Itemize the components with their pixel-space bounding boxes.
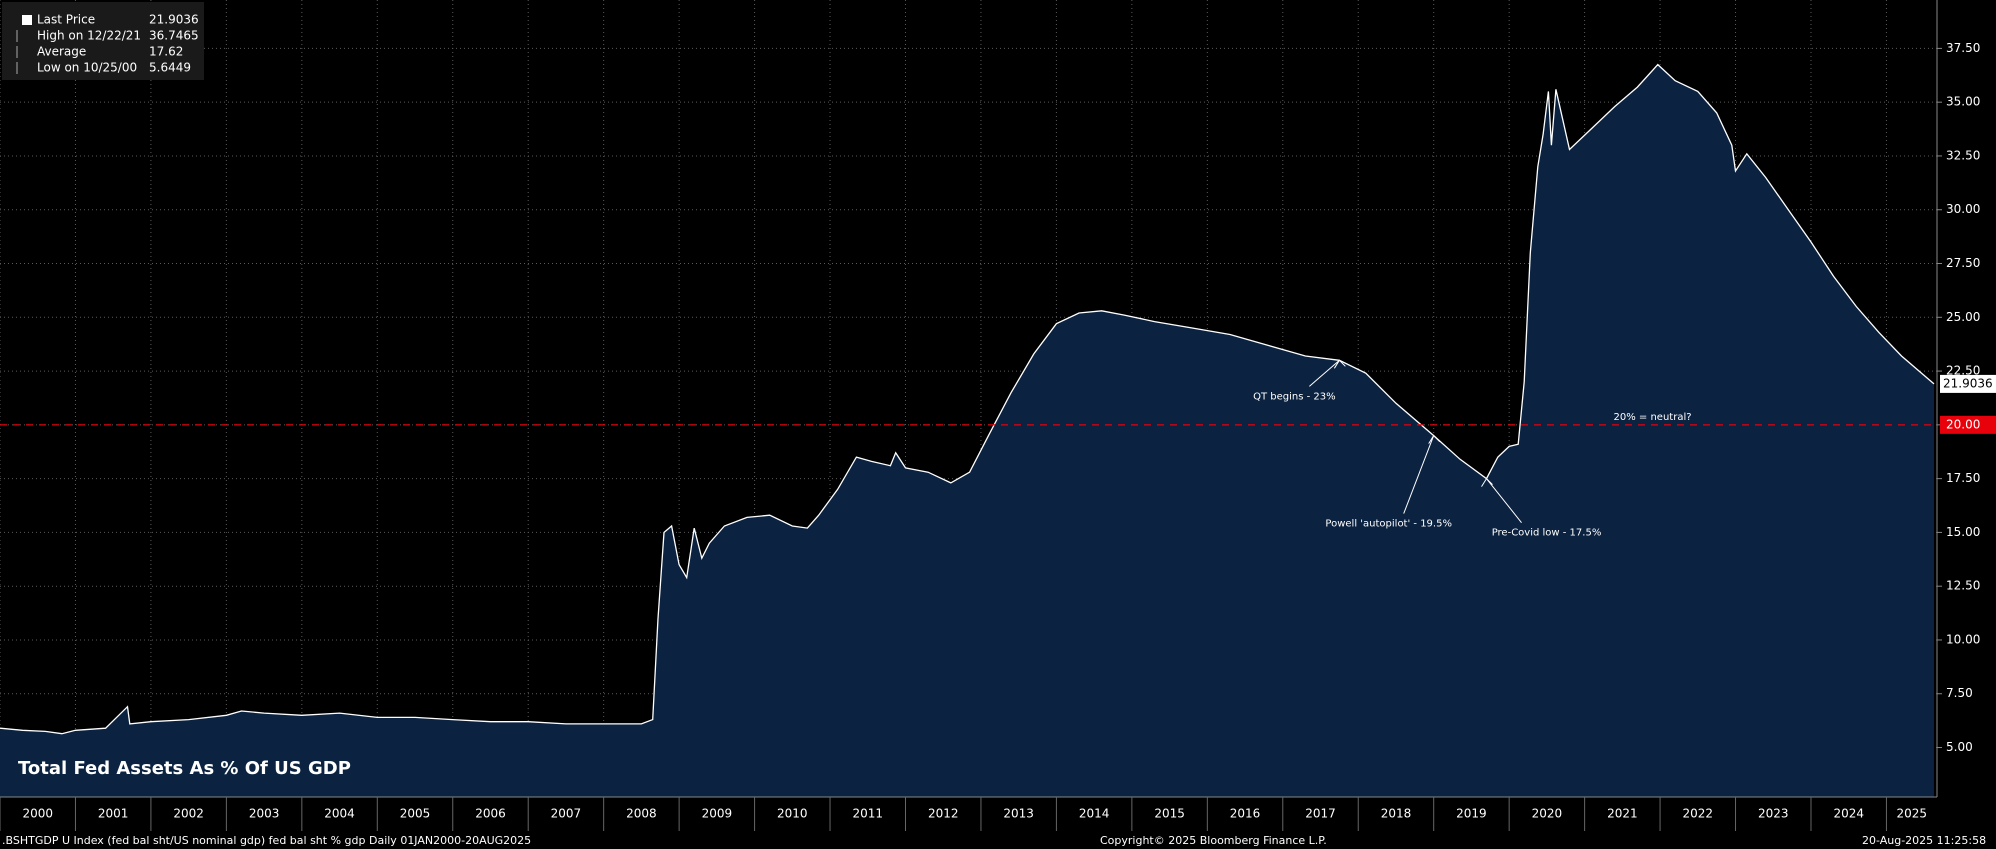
last-price-box bbox=[1940, 374, 1996, 393]
y-tick-label: 17.50 bbox=[1946, 471, 1980, 485]
x-tick-label: 2021 bbox=[1607, 807, 1638, 821]
legend-label: Last Price bbox=[37, 13, 95, 27]
legend-value: 5.6449 bbox=[149, 61, 191, 75]
x-tick-label: 2023 bbox=[1758, 807, 1789, 821]
x-tick-label: 2000 bbox=[22, 807, 53, 821]
legend-value: 17.62 bbox=[149, 45, 183, 59]
y-tick-label: 30.00 bbox=[1946, 202, 1980, 216]
x-tick-label: 2015 bbox=[1154, 807, 1185, 821]
legend-label: Low on 10/25/00 bbox=[37, 61, 137, 75]
line bbox=[0, 63, 1935, 735]
last-price-label: 21.9036 bbox=[1943, 376, 1993, 390]
annotation: Pre-Covid low - 17.5% bbox=[1492, 528, 1602, 539]
x-tick-label: 2007 bbox=[551, 807, 582, 821]
y-tick-label: 37.50 bbox=[1946, 41, 1980, 55]
copyright: Copyright© 2025 Bloomberg Finance L.P. bbox=[1100, 834, 1327, 847]
y-tick-label: 7.50 bbox=[1946, 686, 1973, 700]
annotation-arrow bbox=[1486, 478, 1522, 523]
x-tick-label: 2017 bbox=[1305, 807, 1336, 821]
y-tick-label: 10.00 bbox=[1946, 632, 1980, 646]
annotation-arrow bbox=[1403, 435, 1435, 514]
arrow-head bbox=[1428, 434, 1441, 444]
x-tick-label: 2016 bbox=[1230, 807, 1261, 821]
x-tick-label: 2019 bbox=[1456, 807, 1487, 821]
x-tick-label: 2001 bbox=[98, 807, 129, 821]
x-tick-label: 2025 bbox=[1896, 807, 1927, 821]
legend-label: High on 12/22/21 bbox=[37, 29, 141, 43]
x-tick-label: 2010 bbox=[777, 807, 808, 821]
y-tick-label: 22.50 bbox=[1946, 364, 1980, 378]
legend-box bbox=[2, 2, 204, 80]
x-tick-label: 2013 bbox=[1003, 807, 1034, 821]
x-tick-label: 2006 bbox=[475, 807, 506, 821]
x-tick-label: 2011 bbox=[852, 807, 883, 821]
reference-label-box bbox=[1940, 415, 1996, 434]
y-tick-label: 12.50 bbox=[1946, 579, 1980, 593]
arrow-head bbox=[1481, 477, 1493, 487]
x-tick-label: 2005 bbox=[400, 807, 431, 821]
timestamp: 20-Aug-2025 11:25:58 bbox=[1862, 834, 1986, 847]
x-tick-label: 2022 bbox=[1683, 807, 1714, 821]
x-tick-label: 2012 bbox=[928, 807, 959, 821]
area bbox=[0, 64, 1934, 798]
legend-label: Average bbox=[37, 45, 86, 59]
chart-title: Total Fed Assets As % Of US GDP bbox=[18, 758, 351, 779]
annotation: Powell 'autopilot' - 19.5% bbox=[1325, 519, 1452, 530]
y-tick-label: 5.00 bbox=[1946, 740, 1973, 754]
x-tick-label: 2014 bbox=[1079, 807, 1110, 821]
x-tick-label: 2018 bbox=[1381, 807, 1412, 821]
x-tick-label: 2009 bbox=[702, 807, 733, 821]
x-tick-label: 2020 bbox=[1532, 807, 1563, 821]
y-tick-label: 25.00 bbox=[1946, 310, 1980, 324]
x-tick-label: 2024 bbox=[1833, 807, 1864, 821]
x-tick-label: 2002 bbox=[173, 807, 204, 821]
reference-label: 20.00 bbox=[1946, 417, 1980, 431]
legend-swatch bbox=[22, 15, 32, 25]
y-tick-label: 27.50 bbox=[1946, 256, 1980, 270]
annotation: 20% = neutral? bbox=[1614, 412, 1692, 423]
arrow-head bbox=[1333, 359, 1346, 369]
y-axis-panel bbox=[1937, 0, 1996, 797]
source: .BSHTGDP U Index (fed bal sht/US nominal… bbox=[2, 834, 531, 847]
x-tick-label: 2004 bbox=[324, 807, 355, 821]
annotation: QT begins - 23% bbox=[1253, 391, 1336, 402]
legend-value: 21.9036 bbox=[149, 13, 199, 27]
y-tick-label: 35.00 bbox=[1946, 95, 1980, 109]
x-axis-panel bbox=[0, 797, 1996, 831]
x-tick-label: 2008 bbox=[626, 807, 657, 821]
y-tick-label: 32.50 bbox=[1946, 148, 1980, 162]
x-tick-label: 2003 bbox=[249, 807, 280, 821]
y-tick-label: 15.00 bbox=[1946, 525, 1980, 539]
annotation-arrow bbox=[1309, 359, 1340, 387]
legend-value: 36.7465 bbox=[149, 29, 199, 43]
